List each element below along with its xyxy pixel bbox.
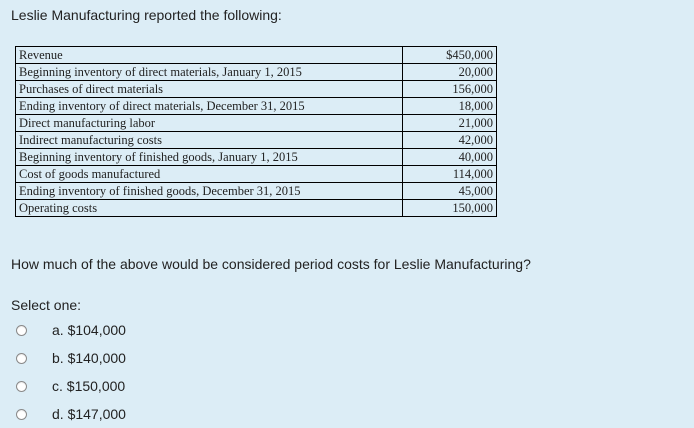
row-label: Cost of goods manufactured [15, 165, 403, 183]
row-value: 18,000 [401, 97, 498, 115]
cost-data-table: Revenue $450,000 Beginning inventory of … [15, 46, 498, 217]
table-row: Direct manufacturing labor 21,000 [15, 114, 498, 132]
row-label: Revenue [15, 46, 403, 64]
table-row: Purchases of direct materials 156,000 [15, 80, 498, 98]
answer-option-d[interactable]: d. $147,000 [0, 402, 300, 426]
table-row: Beginning inventory of direct materials,… [15, 63, 498, 81]
row-label: Beginning inventory of direct materials,… [15, 63, 403, 81]
row-value: 156,000 [401, 80, 498, 98]
row-label: Purchases of direct materials [15, 80, 403, 98]
row-value: $450,000 [401, 46, 498, 64]
option-label: a. $104,000 [52, 322, 126, 338]
answer-option-b[interactable]: b. $140,000 [0, 346, 300, 370]
row-label: Beginning inventory of finished goods, J… [15, 148, 403, 166]
table-row: Ending inventory of finished goods, Dece… [15, 182, 498, 200]
option-label: b. $140,000 [52, 350, 126, 366]
table-row: Ending inventory of direct materials, De… [15, 97, 498, 115]
row-value: 45,000 [401, 182, 498, 200]
select-prompt: Select one: [11, 297, 82, 313]
row-label: Ending inventory of direct materials, De… [15, 97, 403, 115]
row-value: 40,000 [401, 148, 498, 166]
table-row: Cost of goods manufactured 114,000 [15, 165, 498, 183]
row-value: 150,000 [401, 199, 498, 217]
table-row: Operating costs 150,000 [15, 199, 498, 217]
row-label: Indirect manufacturing costs [15, 131, 403, 149]
row-value: 42,000 [401, 131, 498, 149]
row-value: 114,000 [401, 165, 498, 183]
table-row: Beginning inventory of finished goods, J… [15, 148, 498, 166]
row-value: 21,000 [401, 114, 498, 132]
intro-text: Leslie Manufacturing reported the follow… [11, 7, 282, 23]
radio-button[interactable] [16, 408, 27, 420]
answer-option-c[interactable]: c. $150,000 [0, 374, 300, 398]
table-row: Indirect manufacturing costs 42,000 [15, 131, 498, 149]
table-row: Revenue $450,000 [15, 46, 498, 64]
row-label: Ending inventory of finished goods, Dece… [15, 182, 403, 200]
question-text: How much of the above would be considere… [11, 256, 531, 272]
answer-option-a[interactable]: a. $104,000 [0, 318, 300, 342]
radio-button[interactable] [16, 324, 27, 336]
row-label: Operating costs [15, 199, 403, 217]
radio-button[interactable] [16, 380, 27, 392]
option-label: c. $150,000 [52, 378, 126, 394]
row-value: 20,000 [401, 63, 498, 81]
option-label: d. $147,000 [52, 406, 126, 422]
radio-button[interactable] [16, 352, 27, 364]
row-label: Direct manufacturing labor [15, 114, 403, 132]
